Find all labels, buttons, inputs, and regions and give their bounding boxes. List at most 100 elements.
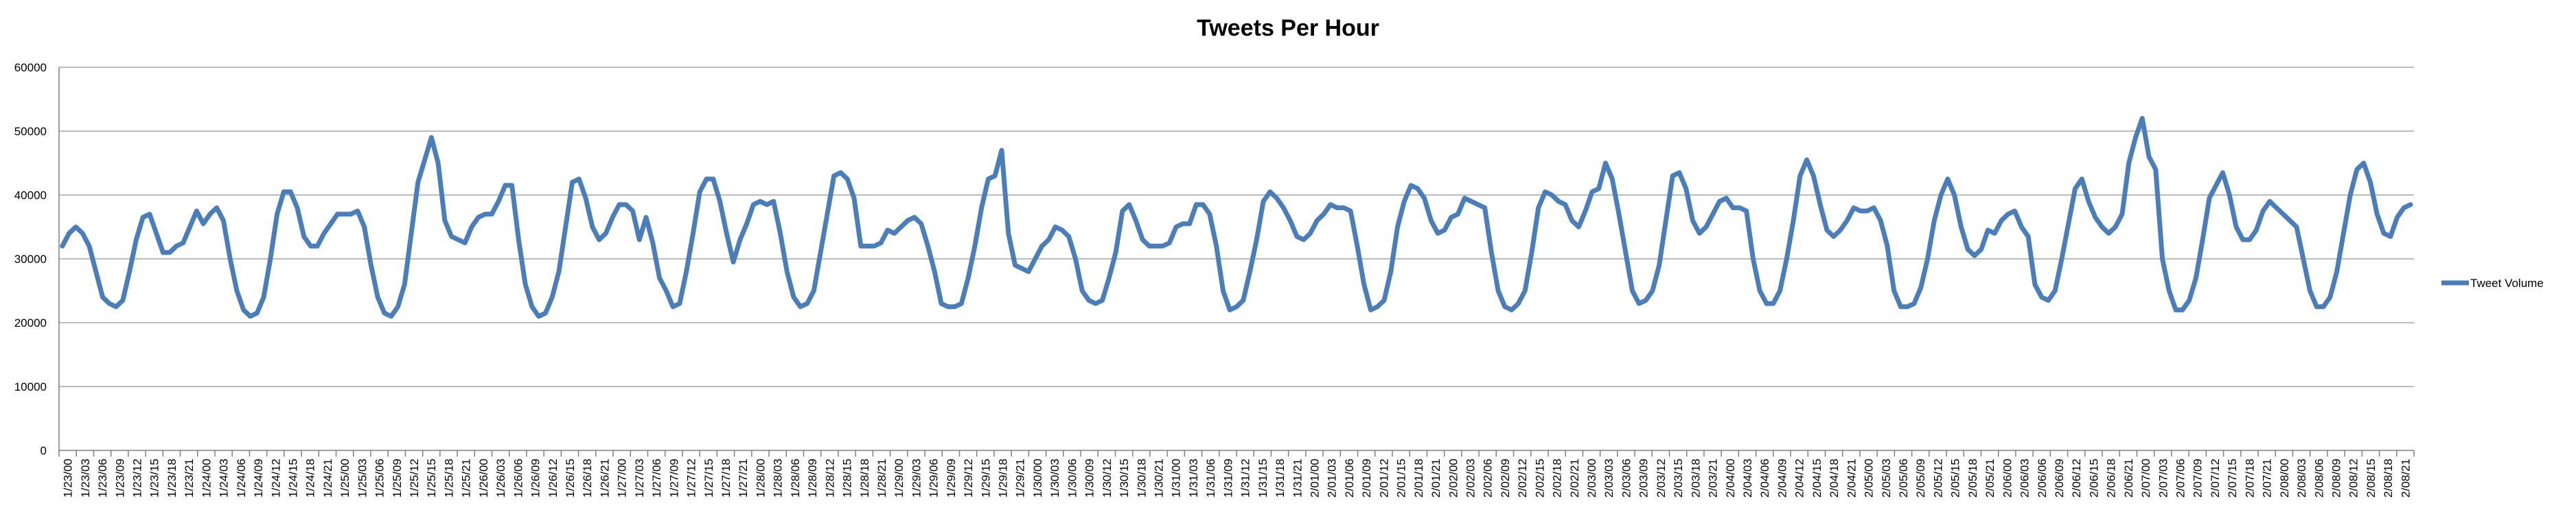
x-tick-label: 1/30/03 — [1048, 459, 1061, 498]
x-tick-label: 2/03/09 — [1637, 459, 1651, 498]
x-tick-label: 2/07/12 — [2209, 459, 2222, 498]
x-tick-label: 2/07/03 — [2157, 459, 2170, 498]
x-tick-label: 2/02/09 — [1499, 459, 1512, 498]
x-tick-label: 2/04/00 — [1724, 459, 1737, 498]
x-tick-label: 1/28/06 — [789, 459, 802, 498]
x-tick-label: 1/27/09 — [667, 459, 680, 498]
x-tick-label: 2/07/15 — [2226, 459, 2239, 498]
x-tick-label: 2/05/12 — [1931, 459, 1944, 498]
x-tick-label: 1/29/15 — [979, 459, 992, 498]
x-tick-label: 2/02/00 — [1447, 459, 1460, 498]
y-tick-label: 0 — [41, 444, 47, 457]
series-line-tweet-volume — [60, 115, 2413, 319]
legend: Tweet Volume — [2441, 277, 2544, 290]
x-tick-label: 1/25/03 — [356, 459, 369, 498]
x-tick-label: 1/23/09 — [113, 459, 126, 498]
x-tick-label: 1/26/18 — [581, 459, 594, 498]
x-tick-label: 2/06/21 — [2122, 459, 2135, 498]
gridlines — [59, 67, 2414, 451]
x-tick-label: 1/31/12 — [1239, 459, 1252, 498]
x-tick-label: 1/27/03 — [633, 459, 646, 498]
x-tick-label: 1/25/00 — [338, 459, 352, 498]
x-tick-label: 1/31/00 — [1170, 459, 1183, 498]
x-tick-label: 2/08/00 — [2278, 459, 2291, 498]
x-tick-label: 1/29/18 — [997, 459, 1010, 498]
x-tick-label: 1/29/03 — [910, 459, 923, 498]
x-axis: 1/23/00 1/23/03 1/23/06 1/23/09 1/23/12 1/23/… — [58, 450, 2415, 498]
y-tick-label: 20000 — [14, 317, 47, 330]
x-tick-label: 2/03/18 — [1689, 459, 1702, 498]
x-tick-label: 2/08/12 — [2347, 459, 2360, 498]
x-tick-label: 2/07/06 — [2174, 459, 2187, 498]
x-tick-label: 1/28/21 — [875, 459, 888, 498]
x-tick-label: 2/04/18 — [1828, 459, 1841, 498]
x-tick-label: 1/29/00 — [893, 459, 906, 498]
x-tick-label: 2/05/00 — [1863, 459, 1876, 498]
x-tick-label: 1/29/21 — [1014, 459, 1027, 498]
x-tick-label: 2/04/15 — [1810, 459, 1824, 498]
x-tick-label: 2/06/12 — [2070, 459, 2083, 498]
chart-title: Tweets Per Hour — [1197, 15, 1379, 41]
x-tick-label: 2/01/00 — [1308, 459, 1321, 498]
x-tick-label: 2/01/15 — [1395, 459, 1408, 498]
y-axis: 0 10000 20000 30000 40000 50000 60000 — [14, 61, 60, 457]
y-tick-label: 40000 — [14, 189, 47, 202]
x-tick-label: 1/24/03 — [218, 459, 231, 498]
x-tick-label: 2/03/21 — [1707, 459, 1720, 498]
series-group — [60, 115, 2413, 319]
x-tick-label: 1/30/09 — [1083, 459, 1096, 498]
x-tick-label: 2/02/03 — [1464, 459, 1477, 498]
x-tick-label: 1/23/18 — [165, 459, 179, 498]
x-tick-label: 1/27/15 — [702, 459, 715, 498]
x-tick-label: 2/08/15 — [2365, 459, 2378, 498]
x-tick-label: 1/31/18 — [1274, 459, 1287, 498]
x-tick-label: 1/24/09 — [252, 459, 265, 498]
x-tick-label: 1/24/18 — [304, 459, 317, 498]
x-tick-label: 1/24/15 — [286, 459, 299, 498]
x-tick-label: 1/29/12 — [962, 459, 975, 498]
x-tick-label: 2/08/09 — [2330, 459, 2343, 498]
x-tick-label: 1/30/21 — [1153, 459, 1166, 498]
x-tick-label: 2/03/03 — [1602, 459, 1615, 498]
x-tick-label: 1/30/00 — [1031, 459, 1044, 498]
x-tick-label: 2/07/00 — [2139, 459, 2152, 498]
x-tick-label: 2/05/03 — [1880, 459, 1893, 498]
x-tick-label: 2/03/15 — [1672, 459, 1685, 498]
x-tick-label: 1/28/03 — [772, 459, 785, 498]
x-tick-label: 1/27/12 — [685, 459, 698, 498]
x-tick-label: 1/25/21 — [460, 459, 473, 498]
x-tick-label: 2/05/18 — [1966, 459, 1979, 498]
x-tick-label: 1/26/06 — [511, 459, 525, 498]
x-tick-label: 1/30/18 — [1135, 459, 1148, 498]
x-tick-label: 1/23/06 — [96, 459, 109, 498]
x-tick-label: 2/08/06 — [2312, 459, 2325, 498]
x-tick-label: 2/03/12 — [1655, 459, 1668, 498]
x-tick-label: 2/02/15 — [1533, 459, 1546, 498]
x-tick-label: 1/24/12 — [269, 459, 282, 498]
x-tick-label: 1/30/06 — [1066, 459, 1079, 498]
x-tick-label: 1/31/03 — [1187, 459, 1200, 498]
x-tick-label: 2/03/00 — [1585, 459, 1598, 498]
x-tick-label: 1/30/12 — [1101, 459, 1114, 498]
x-tick-label: 1/24/21 — [321, 459, 334, 498]
y-tick-label: 10000 — [14, 380, 47, 393]
x-tick-label: 2/01/12 — [1377, 459, 1390, 498]
x-tick-label: 2/01/18 — [1412, 459, 1425, 498]
x-tick-label: 2/04/03 — [1741, 459, 1754, 498]
x-tick-label: 2/05/21 — [1983, 459, 1997, 498]
x-tick-label: 1/25/15 — [425, 459, 438, 498]
x-tick-label: 2/05/09 — [1914, 459, 1927, 498]
x-tick-label: 1/30/15 — [1118, 459, 1131, 498]
x-tick-label: 2/08/03 — [2295, 459, 2308, 498]
x-tick-label: 1/28/15 — [841, 459, 854, 498]
x-tick-label: 1/28/12 — [823, 459, 836, 498]
x-tick-label: 2/02/12 — [1516, 459, 1529, 498]
x-tick-label: 1/23/12 — [130, 459, 143, 498]
x-tick-label: 1/28/18 — [858, 459, 871, 498]
x-tick-label: 1/29/06 — [928, 459, 941, 498]
y-tick-label: 60000 — [14, 61, 47, 74]
x-tick-label: 2/08/18 — [2382, 459, 2395, 498]
x-tick-label: 2/07/09 — [2192, 459, 2205, 498]
x-tick-label: 1/27/21 — [737, 459, 750, 498]
